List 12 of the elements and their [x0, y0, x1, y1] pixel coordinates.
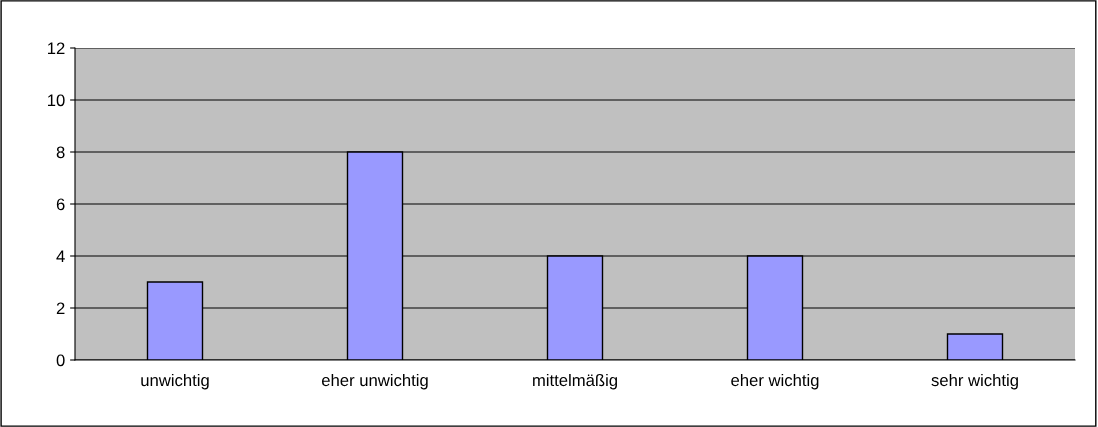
y-tick-label: 12: [48, 42, 65, 55]
y-tick-label: 6: [56, 198, 65, 211]
y-tick-label: 4: [56, 250, 65, 263]
y-tick-label: 8: [56, 146, 65, 159]
x-tick-label: unwichtig: [141, 373, 209, 390]
y-tick-label: 10: [48, 94, 65, 107]
y-tick-label: 0: [56, 354, 65, 367]
x-tick-label: eher unwichtig: [321, 373, 428, 390]
x-tick-label: sehr wichtig: [931, 373, 1018, 390]
x-tick-label: mittelmäßig: [533, 373, 617, 390]
x-tick-label: eher wichtig: [731, 373, 819, 390]
y-tick-label: 2: [56, 302, 65, 315]
